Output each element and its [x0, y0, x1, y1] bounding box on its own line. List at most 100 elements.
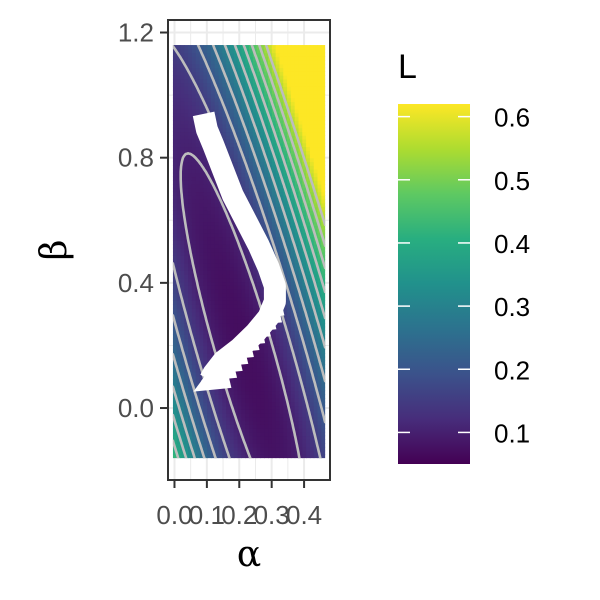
heat-cell — [306, 71, 311, 76]
heat-cell — [313, 172, 319, 178]
heat-cell — [287, 364, 292, 369]
heat-cell — [283, 398, 288, 403]
heat-cell — [176, 206, 182, 211]
heat-cell — [287, 424, 292, 429]
heat-cell — [188, 259, 193, 264]
heat-cell — [260, 379, 265, 384]
heat-cell — [283, 307, 288, 313]
heat-cell — [229, 420, 235, 425]
heat-cell — [249, 198, 254, 204]
heat-cell — [260, 349, 265, 354]
heat-cell — [191, 319, 197, 324]
heat-cell — [184, 420, 189, 425]
heat-cell — [287, 187, 292, 193]
heat-cell — [226, 97, 231, 102]
heat-cell — [290, 52, 296, 57]
heat-cell — [195, 221, 201, 226]
heat-cell — [199, 229, 204, 234]
heat-cell — [249, 379, 254, 384]
heat-cell — [287, 236, 292, 241]
heat-cell — [188, 146, 193, 151]
heat-cell — [188, 300, 193, 305]
heat-cell — [241, 270, 246, 275]
heat-cell — [256, 435, 262, 440]
heat-cell — [287, 401, 292, 407]
heat-cell — [176, 251, 182, 256]
heat-cell — [199, 221, 204, 226]
heat-cell — [176, 296, 182, 301]
heat-cell — [256, 379, 262, 384]
heat-cell — [214, 116, 220, 121]
heat-cell — [306, 183, 311, 189]
heat-cell — [245, 45, 250, 50]
heat-cell — [176, 420, 182, 425]
heat-cell — [237, 120, 242, 125]
heat-cell — [317, 292, 322, 298]
heat-cell — [260, 101, 265, 106]
heat-cell — [195, 443, 201, 448]
heat-cell — [199, 285, 204, 290]
heat-cell — [309, 307, 315, 313]
heat-cell — [321, 71, 326, 76]
heat-cell — [191, 187, 197, 193]
heat-cell — [256, 48, 262, 54]
heat-cell — [279, 63, 284, 69]
heat-cell — [180, 247, 185, 253]
heat-cell — [252, 210, 258, 215]
heat-cell — [241, 367, 246, 373]
heat-cell — [207, 198, 212, 204]
heat-cell — [222, 337, 227, 343]
heat-cell — [218, 82, 223, 87]
heat-cell — [302, 401, 307, 407]
heat-cell — [313, 229, 319, 234]
heat-cell — [268, 176, 273, 181]
heat-cell — [306, 108, 311, 114]
heat-cell — [264, 352, 269, 358]
heat-cell — [249, 424, 254, 429]
heat-cell — [245, 300, 250, 305]
heat-cell — [180, 405, 185, 410]
heat-cell — [241, 108, 246, 114]
heat-cell — [245, 270, 250, 275]
heat-cell — [226, 138, 231, 144]
heat-cell — [245, 322, 250, 328]
heat-cell — [214, 244, 220, 249]
heat-cell — [283, 386, 288, 392]
heat-cell — [321, 120, 326, 125]
heat-cell — [191, 285, 197, 290]
heat-cell — [203, 221, 208, 226]
heat-cell — [180, 315, 185, 320]
heat-cell — [241, 431, 246, 437]
heat-cell — [275, 198, 281, 204]
heat-cell — [226, 86, 231, 91]
heat-cell — [241, 450, 246, 455]
heat-cell — [226, 101, 231, 106]
heat-cell — [317, 127, 322, 133]
heat-cell — [306, 386, 311, 392]
heat-cell — [233, 56, 239, 61]
heat-cell — [268, 63, 273, 69]
heat-cell — [309, 390, 315, 395]
heat-cell — [176, 443, 182, 448]
heat-cell — [298, 75, 303, 80]
heat-cell — [298, 150, 303, 155]
heat-cell — [237, 262, 242, 268]
heat-cell — [309, 90, 315, 95]
heat-cell — [279, 337, 284, 343]
heat-cell — [184, 236, 189, 241]
heat-cell — [294, 183, 300, 189]
heat-cell — [309, 131, 315, 136]
heat-cell — [275, 45, 281, 50]
heat-cell — [271, 187, 277, 193]
heat-cell — [226, 337, 231, 343]
heat-cell — [252, 86, 258, 91]
heat-cell — [298, 364, 303, 369]
heat-cell — [207, 229, 212, 234]
heat-cell — [306, 112, 311, 117]
heat-cell — [214, 214, 220, 219]
heat-cell — [214, 281, 220, 286]
heat-cell — [172, 405, 178, 410]
heat-cell — [256, 56, 262, 61]
heat-cell — [294, 45, 300, 50]
heat-cell — [249, 153, 254, 159]
